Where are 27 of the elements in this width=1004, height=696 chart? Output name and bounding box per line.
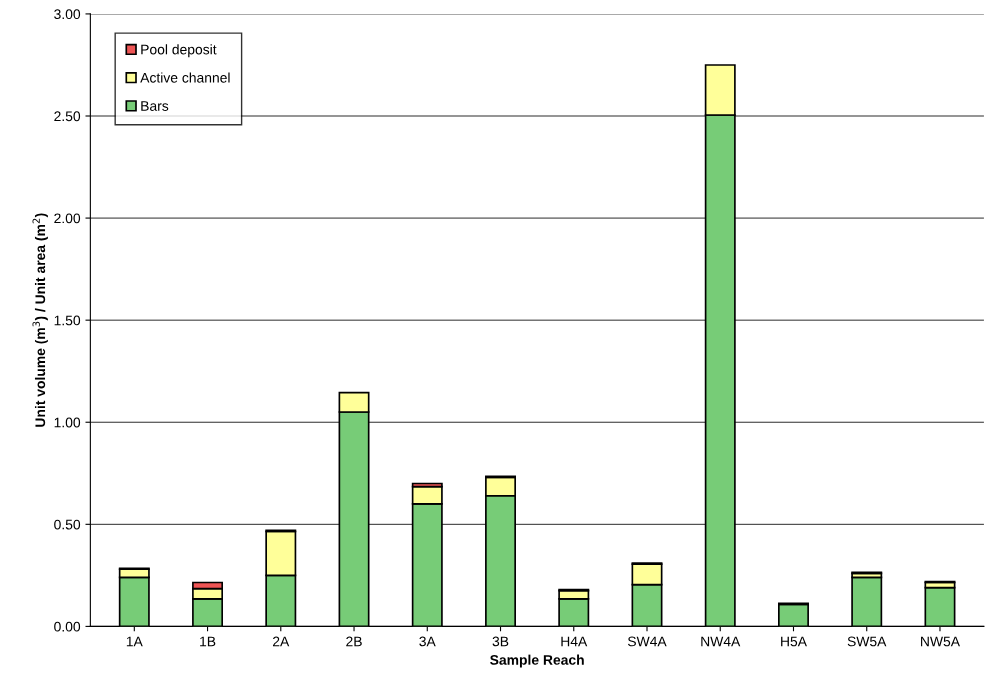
x-axis-title: Sample Reach [490, 654, 584, 668]
legend-label: Bars [141, 101, 169, 111]
y-tick-label: 1.00 [54, 417, 81, 428]
bar [924, 586, 956, 627]
legend-label: Active channel [140, 72, 230, 83]
x-tick-label: NW5A [921, 636, 961, 647]
y-tick-label: 2.00 [54, 213, 81, 224]
y-tick-label: 2.50 [54, 111, 81, 122]
x-tick-label: SW4A [627, 636, 667, 647]
x-tick-label: 2B [346, 636, 362, 647]
x-tick-label: 2A [273, 636, 290, 647]
x-tick-label: H5A [781, 636, 807, 647]
x-tick-label: H4A [561, 636, 588, 647]
y-tick-label: 0.50 [54, 519, 81, 530]
legend-label: Pool deposit [141, 44, 217, 58]
x-tick-label: 1B [200, 636, 216, 647]
y-tick-label: 0.00 [54, 621, 81, 632]
x-tick-label: NW4A [701, 636, 741, 647]
x-tick-label: 1A [126, 636, 143, 647]
y-tick-label: 1.50 [54, 315, 81, 326]
x-tick-label: SW5A [847, 636, 887, 647]
x-tick-label: 3A [419, 636, 436, 647]
y-axis-title: Unit volume (m$^{3}$) / Unit area (m$^{2}$) [32, 213, 48, 427]
x-tick-label: 3B [492, 636, 509, 647]
bar [851, 576, 883, 627]
y-tick-label: 3.00 [54, 9, 81, 20]
bar [778, 603, 809, 627]
